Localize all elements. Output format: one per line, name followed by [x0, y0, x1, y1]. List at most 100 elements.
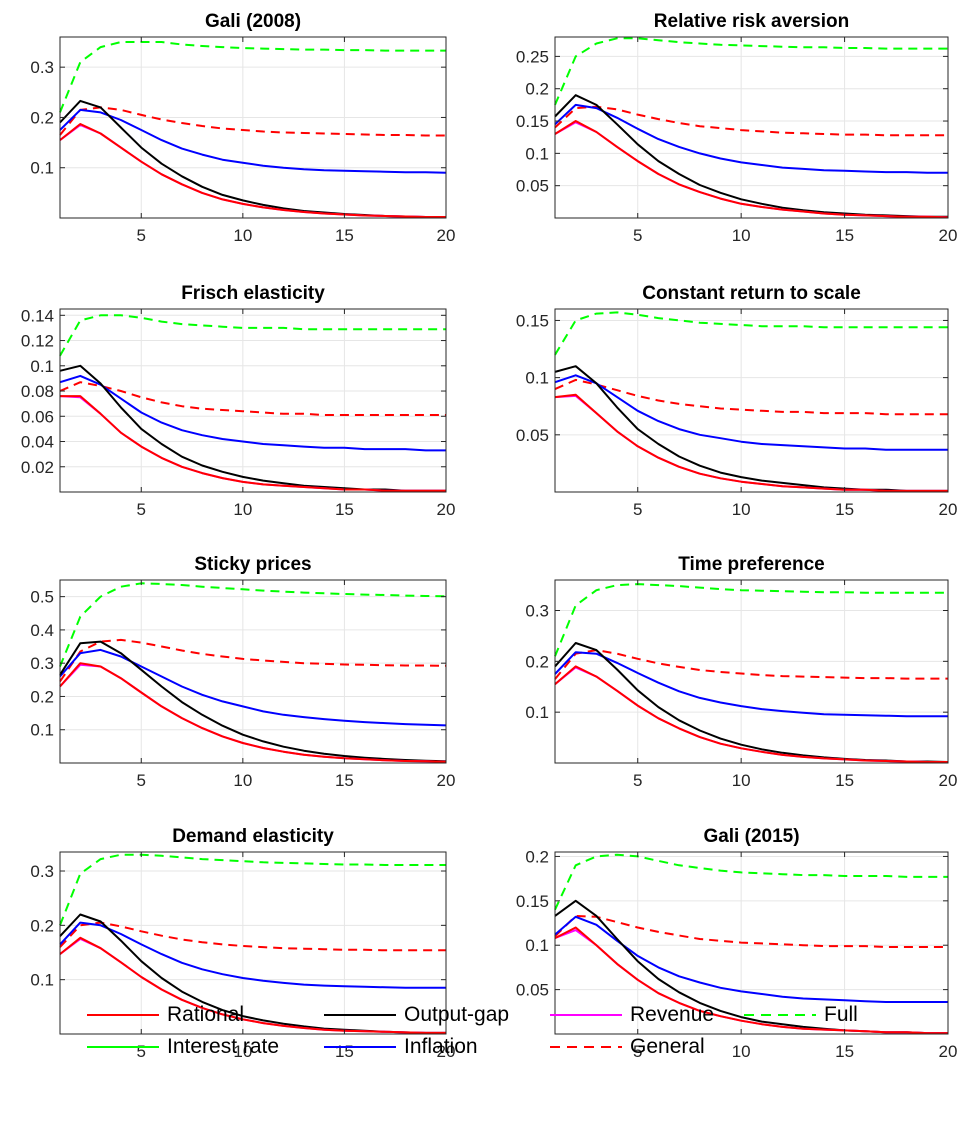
panel-title: Demand elasticity: [172, 826, 334, 847]
series-line-rational: [554, 120, 949, 219]
legend-label-interest-rate: Interest rate: [167, 1035, 280, 1058]
x-tick-label: 5: [633, 500, 642, 519]
legend-label-full: Full: [824, 1003, 858, 1026]
y-tick-label: 0.3: [30, 862, 54, 881]
panel-title: Gali (2008): [205, 11, 301, 32]
panel-time-preference: 5 10 15 20 0.1 0.2 0.3 Time preference: [525, 554, 957, 790]
x-tick-label: 15: [835, 226, 854, 245]
x-tick-label: 20: [437, 1042, 456, 1061]
y-tick-label: 0.5: [30, 588, 54, 607]
panel-title: Relative risk aversion: [654, 11, 849, 32]
chart-legend: Rational Output-gap Revenue Full Interes…: [0, 1000, 961, 1130]
series-line-general: [59, 638, 447, 683]
y-tick-label: 0.1: [525, 936, 549, 955]
x-tick-label: 20: [939, 226, 958, 245]
series-line-rational: [59, 936, 446, 1034]
series-line-inflation: [59, 921, 446, 989]
legend-item-rational: Rational: [85, 1000, 244, 1030]
series-line-rational: [554, 665, 948, 763]
series-line-general: [554, 649, 948, 680]
series-line-general: [554, 378, 948, 416]
legend-label-general: General: [630, 1035, 705, 1058]
y-tick-label: 0.2: [525, 847, 549, 866]
series-line-inflation: [554, 374, 948, 451]
axes-box: [59, 36, 447, 219]
legend-swatch-revenue: [550, 1014, 622, 1016]
series-line-interest-rate: [554, 583, 948, 657]
series-line-rational: [59, 662, 447, 763]
y-tick-label: 0.3: [525, 602, 549, 621]
x-tick-label: 20: [437, 500, 456, 519]
y-tick-label: 0.02: [21, 458, 54, 477]
series-line-rational: [59, 123, 446, 218]
x-tick-label: 5: [633, 1042, 642, 1061]
y-tick-label: 0.1: [525, 703, 549, 722]
series-line-interest-rate: [59, 582, 447, 667]
x-tick-label: 10: [732, 500, 751, 519]
plot-area: [60, 309, 446, 492]
panel-title: Constant return to scale: [642, 283, 861, 304]
panel-sticky-prices: 5 10 15 20 0.1 0.2 0.3 0.4 0.5 Sticky prices: [30, 554, 455, 790]
x-tick-label: 20: [437, 771, 456, 790]
panel-frisch-elasticity: 5 10 15 20 0.02 0.04 0.06 0.08 0.1 0.12 0.14 Frisch…: [21, 283, 456, 519]
y-tick-label: 0.15: [516, 311, 549, 330]
y-tick-label: 0.2: [525, 652, 549, 671]
panel-constant-return-to-scale: 5 10 15 20 0.05 0.1 0.15 Constant return to sca…: [516, 283, 958, 519]
legend-label-inflation: Inflation: [404, 1035, 478, 1058]
plot-area: [555, 309, 948, 492]
series-line-rational: [554, 926, 948, 1035]
y-tick-label: 0.14: [21, 306, 54, 325]
panel-relative-risk-aversion: 5 10 15 20 0.05 0.1 0.15 0.2 0.25 Relative risk a…: [516, 11, 958, 245]
y-tick-label: 0.3: [30, 654, 54, 673]
x-tick-label: 10: [732, 771, 751, 790]
y-tick-label: 0.05: [516, 426, 549, 445]
series-line-inflation: [59, 108, 447, 174]
y-tick-label: 0.06: [21, 407, 54, 426]
x-tick-label: 5: [137, 500, 146, 519]
panel-title: Gali (2015): [703, 826, 799, 847]
series-line-general: [59, 381, 446, 416]
series-line-output-gap: [59, 640, 447, 763]
x-tick-label: 5: [137, 771, 146, 790]
x-tick-label: 15: [335, 771, 354, 790]
y-tick-label: 0.1: [30, 721, 54, 740]
y-tick-label: 0.12: [21, 332, 54, 351]
series-line-general: [554, 914, 948, 948]
y-tick-label: 0.2: [525, 80, 549, 99]
series-line-interest-rate: [59, 853, 446, 926]
panel-title: Frisch elasticity: [181, 283, 325, 304]
x-tick-label: 15: [835, 1042, 854, 1061]
legend-item-interest-rate: Interest rate: [85, 1032, 279, 1062]
series-line-interest-rate: [59, 314, 446, 357]
axes-box: [59, 308, 447, 493]
legend-swatch-output-gap: [324, 1014, 396, 1016]
series-line-inflation: [554, 651, 948, 718]
y-tick-label: 0.2: [30, 916, 54, 935]
series-line-general: [59, 921, 446, 952]
legend-label-revenue: Revenue: [630, 1003, 715, 1026]
x-tick-label: 10: [233, 771, 252, 790]
x-tick-label: 10: [233, 1042, 252, 1061]
y-tick-label: 0.08: [21, 382, 54, 401]
axes-box: [59, 851, 447, 1035]
y-tick-label: 0.15: [516, 112, 549, 131]
series-line-interest-rate: [59, 41, 446, 113]
series-line-interest-rate: [554, 311, 948, 356]
plot-area: [60, 580, 446, 763]
y-tick-label: 0.25: [516, 47, 549, 66]
x-tick-label: 15: [335, 226, 354, 245]
x-tick-label: 5: [137, 1042, 146, 1061]
legend-swatch-interest-rate: [87, 1046, 159, 1048]
y-tick-label: 0.05: [516, 177, 549, 196]
axes-box: [554, 36, 949, 219]
x-tick-label: 10: [732, 1042, 751, 1061]
plot-area: [555, 580, 948, 763]
plot-area: [60, 37, 446, 218]
x-tick-label: 15: [835, 500, 854, 519]
y-tick-label: 0.04: [21, 433, 54, 452]
x-tick-label: 20: [939, 771, 958, 790]
y-tick-label: 0.3: [30, 58, 54, 77]
x-tick-label: 5: [137, 226, 146, 245]
y-tick-label: 0.2: [30, 687, 54, 706]
